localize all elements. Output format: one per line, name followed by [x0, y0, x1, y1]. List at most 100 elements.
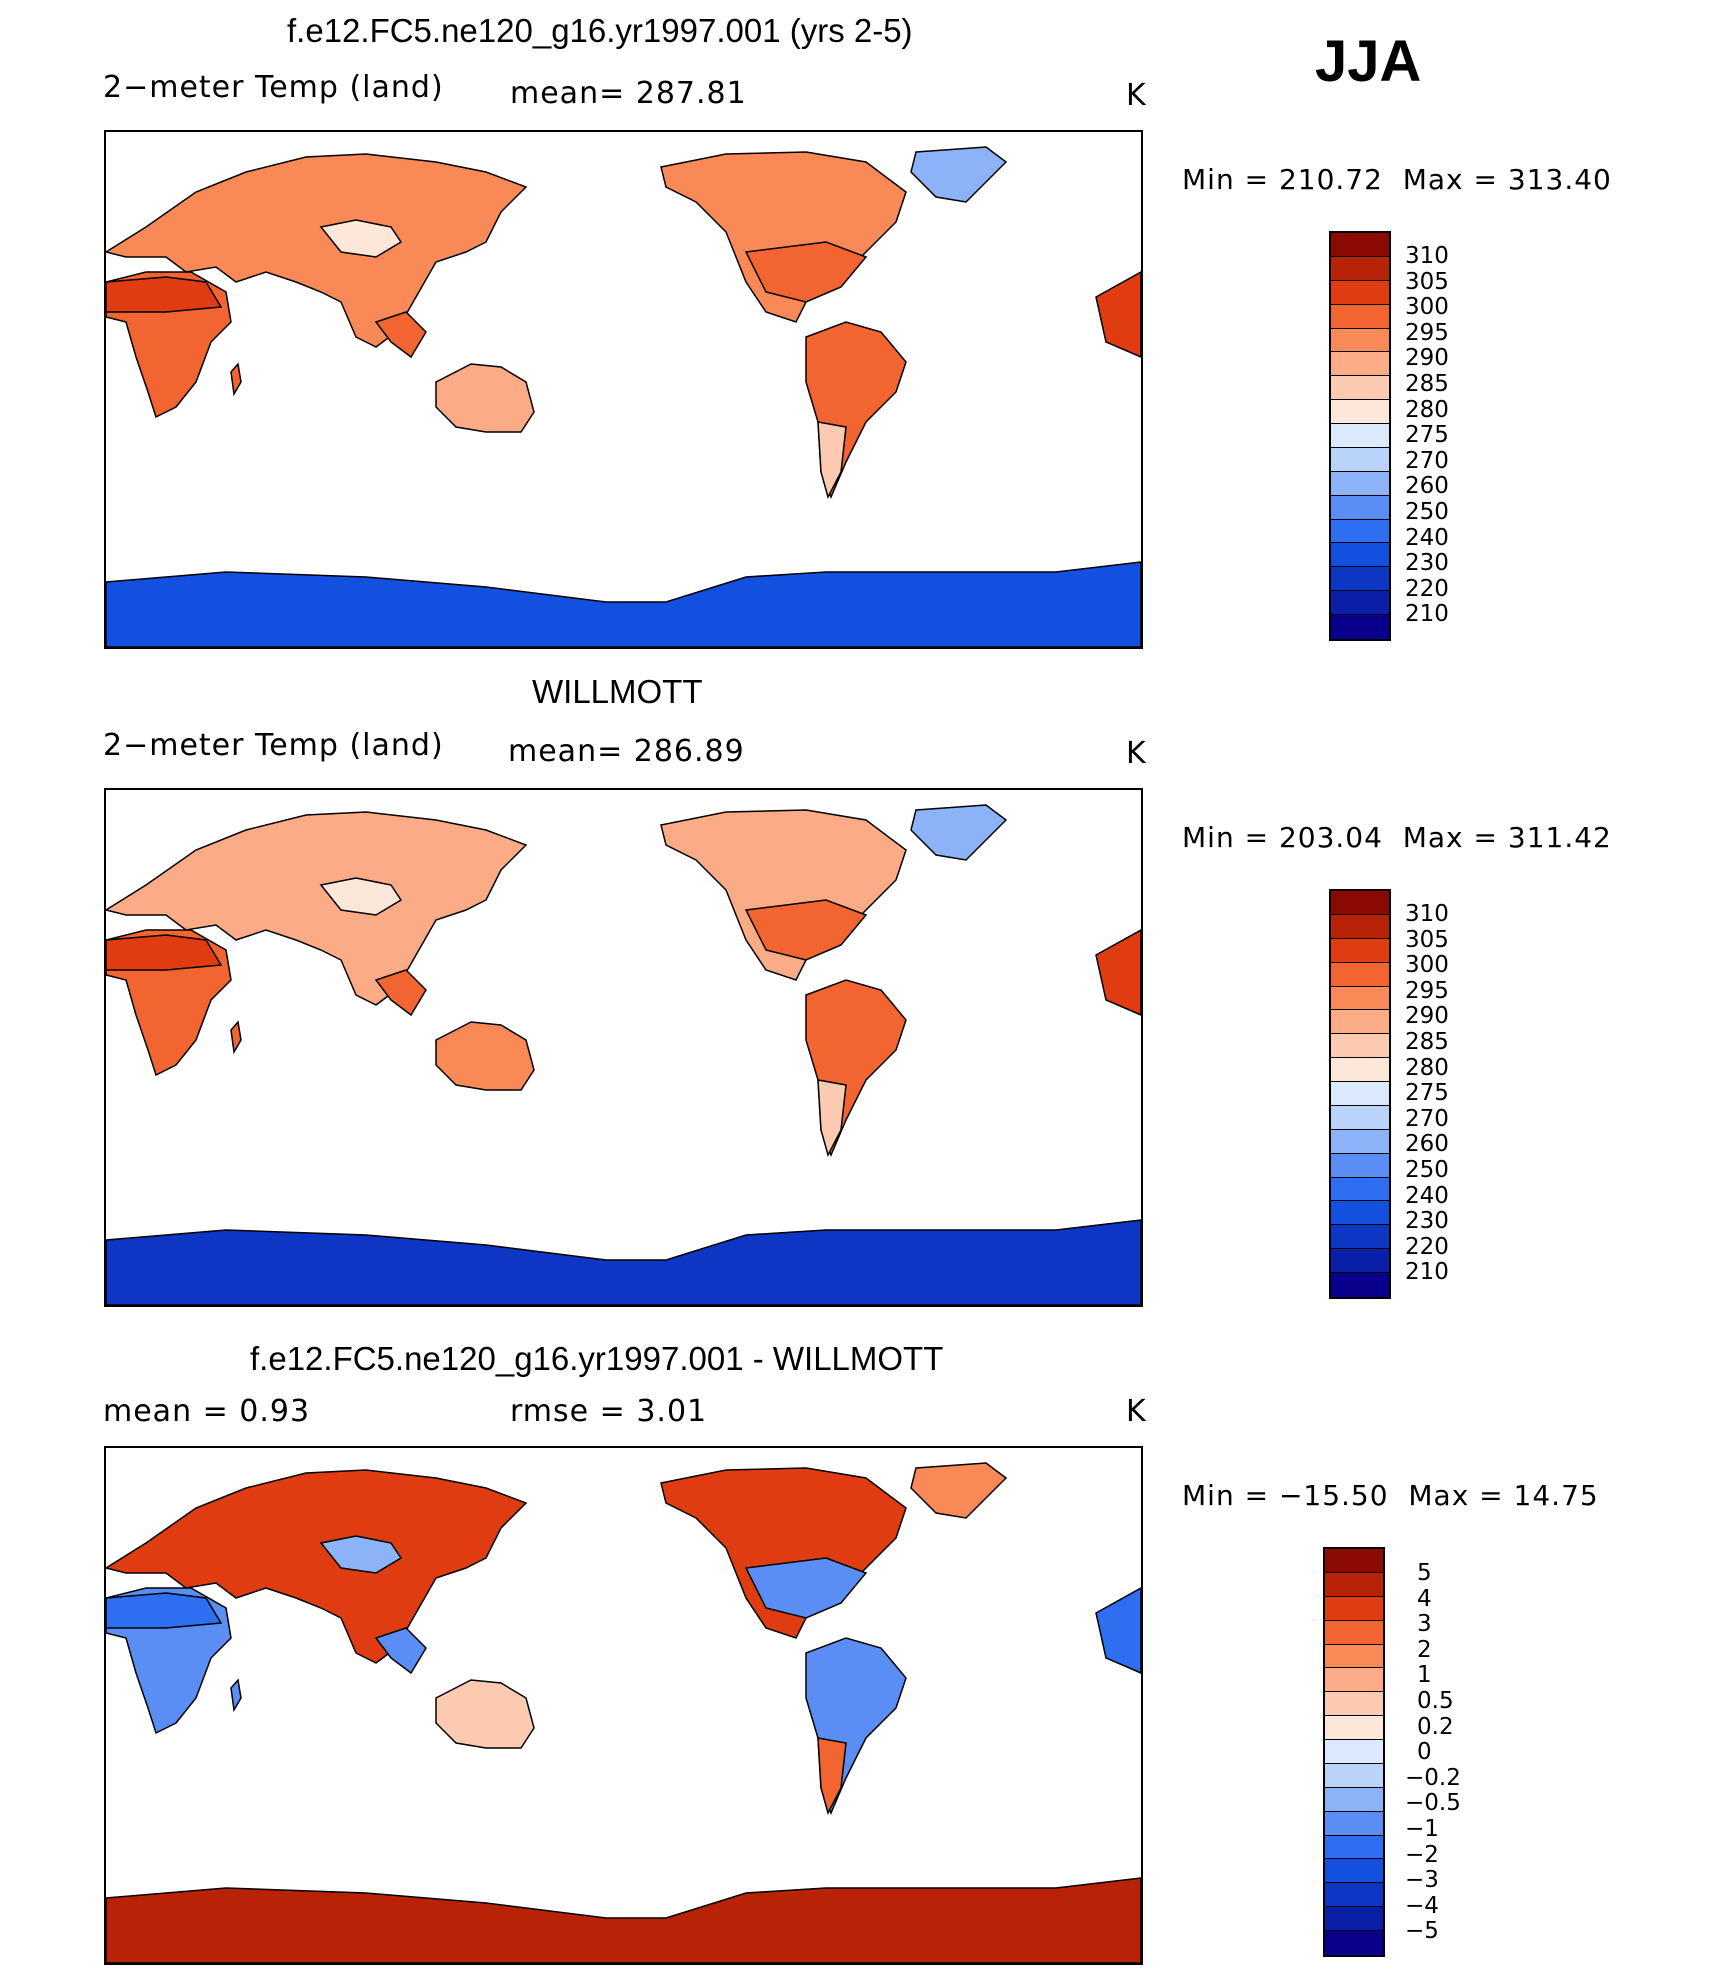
colorbar-tick-label: 250: [1405, 499, 1449, 525]
eurasia-landmass: [106, 811, 528, 1006]
patagonia-landmass: [817, 421, 847, 500]
colorbar-tick-label: 280: [1405, 1054, 1449, 1081]
panel-3-map: [104, 1446, 1143, 1965]
us-south-landmass: [744, 241, 868, 303]
colorbar-tick-label: 1: [1417, 1662, 1432, 1689]
colorbar-segment: [1331, 891, 1389, 915]
colorbar-segment: [1331, 615, 1389, 639]
colorbar-segment: [1331, 986, 1389, 1011]
colorbar-segment: [1325, 1931, 1383, 1955]
colorbar-tick-label: 310: [1405, 243, 1449, 269]
colorbar-segment: [1325, 1835, 1383, 1860]
panel-1-min: Min = 210.72: [1182, 163, 1383, 196]
colorbar-segment: [1331, 328, 1389, 353]
colorbar-tick-label: 285: [1405, 1029, 1449, 1055]
colorbar-segment: [1331, 495, 1389, 520]
colorbar-tick-label: 240: [1405, 1182, 1449, 1209]
se-asia-landmass: [374, 311, 427, 359]
colorbar-tick-label: 285: [1405, 371, 1449, 397]
colorbar-tick-label: 210: [1405, 601, 1449, 628]
colorbar-segment: [1331, 1273, 1389, 1297]
greenland-landmass: [910, 146, 1008, 203]
panel-2-title: WILLMOTT: [532, 673, 703, 710]
colorbar-segment: [1331, 280, 1389, 305]
w-africa-edge-landmass: [1095, 1587, 1141, 1674]
patagonia-landmass: [817, 1737, 847, 1816]
colorbar-tick-label: 230: [1405, 1208, 1449, 1235]
antarctica-landmass: [106, 1219, 1141, 1305]
colorbar-tick-label: 0: [1417, 1739, 1432, 1766]
colorbar-tick-label: −1: [1405, 1816, 1439, 1842]
colorbar-segment: [1331, 914, 1389, 939]
colorbar-segment: [1325, 1859, 1383, 1884]
colorbar-tick-label: 3: [1417, 1611, 1432, 1638]
colorbar-segment: [1325, 1596, 1383, 1621]
colorbar-tick-label: 210: [1405, 1259, 1449, 1286]
colorbar-segment: [1331, 962, 1389, 987]
colorbar-tick-label: 260: [1405, 473, 1449, 500]
colorbar-tick-label: 290: [1405, 345, 1449, 372]
colorbar-segment: [1331, 233, 1389, 257]
colorbar-tick-label: 305: [1405, 926, 1449, 953]
panel-2-map: [104, 788, 1143, 1307]
greenland-landmass: [910, 804, 1008, 861]
colorbar-segment: [1331, 1153, 1389, 1178]
colorbar-segment: [1325, 1692, 1383, 1717]
panel-3-colorbar: [1323, 1547, 1385, 1957]
eurasia-landmass: [106, 1469, 528, 1664]
colorbar-tick-label: 0.5: [1417, 1688, 1454, 1714]
colorbar-segment: [1331, 1225, 1389, 1250]
colorbar-segment: [1331, 352, 1389, 377]
panel-3-minmax: Min = −15.50 Max = 14.75: [1182, 1479, 1599, 1512]
colorbar-tick-label: 300: [1405, 294, 1449, 321]
tibet-landmass: [319, 219, 403, 258]
colorbar-segment: [1325, 1787, 1383, 1812]
panel-3-mean-label: mean = 0.93: [103, 1394, 311, 1429]
madagascar-landmass: [230, 1020, 242, 1055]
se-asia-landmass: [374, 969, 427, 1017]
colorbar-segment: [1325, 1644, 1383, 1669]
colorbar-tick-label: 305: [1405, 268, 1449, 295]
colorbar-tick-label: 300: [1405, 952, 1449, 979]
panel-1-map: [104, 130, 1143, 649]
colorbar-segment: [1325, 1572, 1383, 1597]
panel-1-minmax: Min = 210.72 Max = 313.40: [1182, 163, 1612, 196]
colorbar-segment: [1331, 591, 1389, 615]
colorbar-tick-label: −0.2: [1405, 1764, 1461, 1791]
colorbar-tick-label: 295: [1405, 977, 1449, 1004]
colorbar-segment: [1331, 1105, 1389, 1130]
colorbar-segment: [1331, 1010, 1389, 1035]
colorbar-tick-label: −5: [1405, 1918, 1439, 1945]
colorbar-segment: [1325, 1883, 1383, 1908]
panel-1-colorbar: [1329, 231, 1391, 641]
colorbar-tick-label: 275: [1405, 422, 1449, 449]
colorbar-segment: [1325, 1549, 1383, 1573]
w-africa-edge-landmass: [1095, 271, 1141, 358]
panel-3-title: f.e12.FC5.ne120_g16.yr1997.001 - WILLMOT…: [250, 1340, 944, 1377]
se-asia-landmass: [374, 1627, 427, 1675]
panel-2-min: Min = 203.04: [1182, 821, 1383, 854]
colorbar-tick-label: 270: [1405, 1105, 1449, 1132]
colorbar-segment: [1331, 519, 1389, 544]
panel-1-variable-label: 2−meter Temp (land): [103, 70, 444, 105]
colorbar-tick-label: 220: [1405, 575, 1449, 602]
panel-1-units: K: [1126, 78, 1147, 113]
w-africa-edge-landmass: [1095, 929, 1141, 1016]
panel-3-max: Max = 14.75: [1408, 1479, 1599, 1512]
panel-3-rmse-label: rmse = 3.01: [510, 1394, 708, 1429]
colorbar-tick-label: 275: [1405, 1080, 1449, 1107]
colorbar-segment: [1331, 1129, 1389, 1154]
colorbar-tick-label: 220: [1405, 1233, 1449, 1260]
colorbar-tick-label: 280: [1405, 396, 1449, 423]
us-south-landmass: [744, 899, 868, 961]
colorbar-tick-label: 230: [1405, 550, 1449, 577]
colorbar-tick-label: 295: [1405, 319, 1449, 346]
australia-landmass: [435, 1021, 535, 1091]
colorbar-tick-label: 240: [1405, 524, 1449, 551]
colorbar-segment: [1331, 1201, 1389, 1226]
colorbar-segment: [1325, 1907, 1383, 1931]
colorbar-tick-label: 250: [1405, 1157, 1449, 1183]
colorbar-tick-label: −2: [1405, 1841, 1439, 1868]
colorbar-segment: [1325, 1763, 1383, 1788]
colorbar-segment: [1325, 1740, 1383, 1764]
